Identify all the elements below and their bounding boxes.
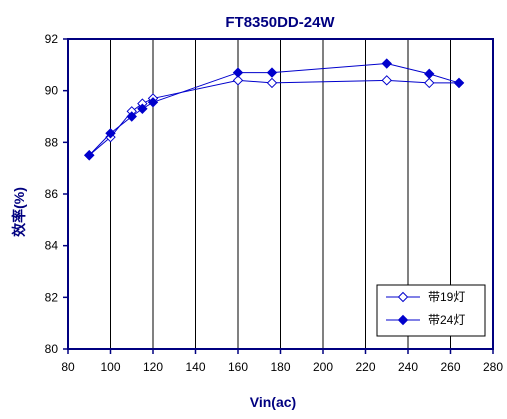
data-point	[147, 97, 159, 108]
x-tick-label: 280	[483, 360, 503, 374]
legend-marker	[397, 314, 409, 326]
y-tick-label: 92	[45, 32, 59, 46]
data-point	[381, 58, 392, 69]
y-tick-label: 82	[45, 290, 59, 304]
legend-box	[376, 284, 486, 337]
data-point	[105, 128, 116, 139]
x-tick-label: 240	[398, 360, 418, 374]
x-tick-label: 260	[440, 360, 460, 374]
data-point	[232, 67, 244, 78]
series-line	[88, 63, 460, 156]
y-tick-label: 84	[45, 239, 59, 253]
y-tick-label: 80	[45, 342, 59, 356]
data-point	[126, 111, 137, 122]
data-point	[424, 77, 435, 89]
x-tick-label: 100	[100, 360, 120, 374]
x-tick-label: 220	[355, 360, 375, 374]
axis-ticks: 80 100 120 140 160 180 200 220 240 260 280 80 82 84 86…	[45, 32, 504, 374]
data-point	[232, 75, 244, 86]
x-tick-label: 140	[185, 360, 205, 374]
data-point	[266, 67, 278, 78]
data-point	[84, 150, 95, 161]
data-point	[266, 77, 278, 89]
legend-marker	[397, 291, 409, 303]
x-tick-label: 200	[313, 360, 333, 374]
data-point	[453, 77, 465, 89]
series-layer	[84, 58, 465, 161]
series-line	[88, 79, 459, 156]
legend-label: 带19灯	[428, 290, 465, 304]
x-tick-label: 160	[228, 360, 248, 374]
data-point	[381, 75, 392, 86]
data-point	[424, 68, 435, 80]
y-tick-label: 86	[45, 187, 59, 201]
x-tick-label: 120	[143, 360, 163, 374]
x-tick-label: 80	[61, 360, 75, 374]
x-tick-label: 180	[270, 360, 290, 374]
y-tick-label: 88	[45, 135, 59, 149]
legend-label: 带24灯	[428, 313, 465, 327]
series-2	[84, 58, 465, 161]
x-axis-label: Vin(ac)	[250, 394, 296, 410]
series-1	[84, 75, 465, 161]
y-tick-label: 90	[45, 84, 59, 98]
data-point	[137, 103, 148, 114]
chart-title: FT8350DD-24W	[225, 14, 335, 31]
y-axis-label: 效率(%)	[11, 187, 27, 237]
grid-lines	[110, 39, 451, 349]
